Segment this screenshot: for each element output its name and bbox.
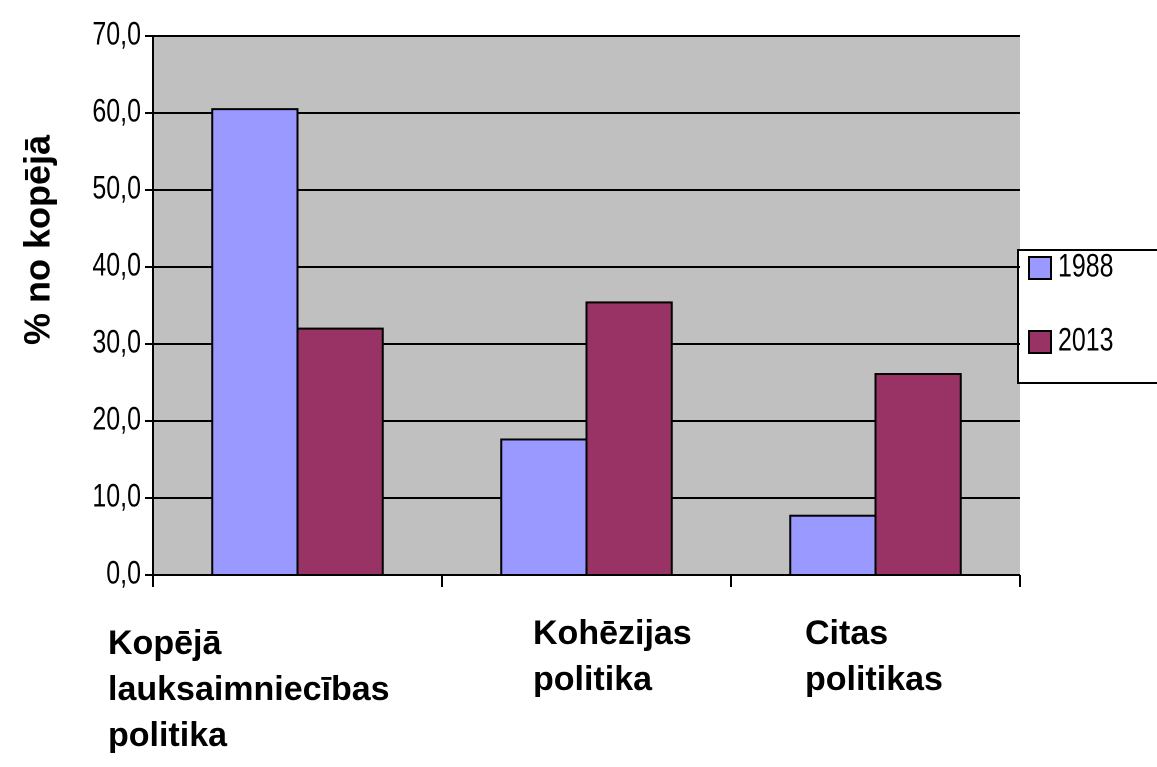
bar [789,514,877,577]
bar [585,301,673,576]
bar [874,373,962,576]
y-tick-label: 40,0 [92,248,141,284]
bar [296,327,384,576]
y-tick-label: 30,0 [92,325,141,361]
y-tick-label: 60,0 [92,94,141,130]
y-tick-label: 70,0 [92,17,141,53]
legend-label: 1988 [1058,249,1114,285]
legend-label: 2013 [1058,323,1114,359]
bar [500,438,588,577]
y-tick-label: 20,0 [92,402,141,438]
y-tick-label: 50,0 [92,171,141,207]
y-tick-label: 10,0 [92,479,141,515]
legend-swatch [1028,256,1052,280]
legend-swatch [1028,330,1052,354]
y-axis-label: % no kopējā [17,134,58,345]
x-tick-label: Kopējā lauksaimniecības politika [108,624,390,754]
bar [211,108,299,577]
y-tick-label: 0,0 [106,556,141,592]
x-tick-label: Kohēzijas politika [533,614,692,698]
x-tick-label: Citas politikas [805,614,943,698]
